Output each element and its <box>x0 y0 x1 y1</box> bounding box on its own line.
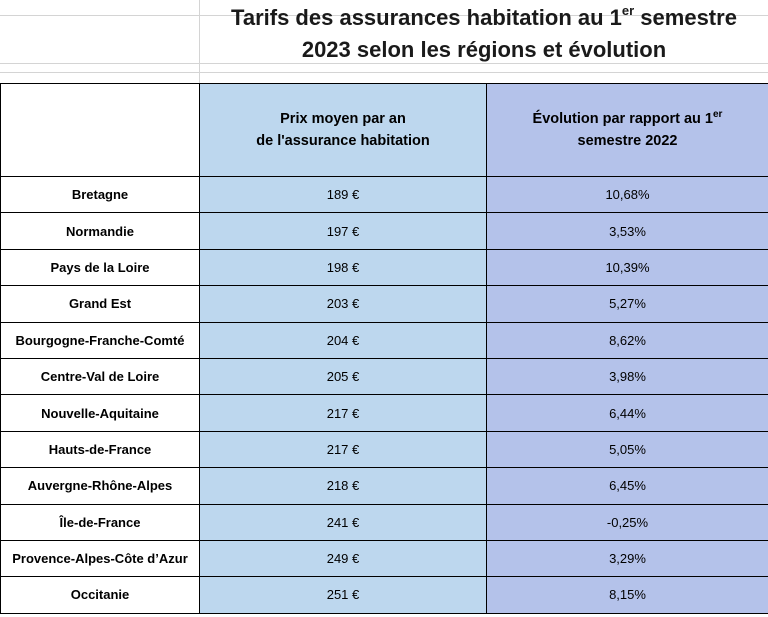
sheet-title: Tarifs des assurances habitation au 1er … <box>200 2 768 66</box>
header-evolution-line-2: semestre 2022 <box>577 133 678 149</box>
region-cell[interactable]: Grand Est <box>0 285 200 323</box>
header-evolution-line-1: Évolution par rapport au 1er <box>487 108 768 130</box>
evolution-cell[interactable]: 3,29% <box>486 539 768 578</box>
region-cell[interactable]: Île-de-France <box>0 503 200 541</box>
price-cell[interactable]: 218 € <box>199 467 487 505</box>
price-cell[interactable]: 217 € <box>199 394 487 432</box>
header-price-line-1: Prix moyen par an <box>280 111 406 127</box>
grid-line <box>0 63 768 64</box>
price-cell[interactable]: 189 € <box>199 175 487 214</box>
evolution-cell[interactable]: 5,05% <box>486 430 768 469</box>
table-row: Occitanie 251 €8,15% <box>0 576 768 614</box>
evolution-cell[interactable]: -0,25% <box>486 503 768 541</box>
tariffs-table: Prix moyen par an de l'assurance habitat… <box>0 83 768 614</box>
header-evolution-superscript: er <box>713 109 723 121</box>
region-cell[interactable]: Hauts-de-France <box>0 430 200 469</box>
table-row: Normandie 197 €3,53% <box>0 212 768 250</box>
header-price-cell[interactable]: Prix moyen par an de l'assurance habitat… <box>199 83 487 177</box>
title-superscript: er <box>621 2 635 18</box>
region-cell[interactable]: Pays de la Loire <box>0 248 200 287</box>
price-cell[interactable]: 249 € <box>199 539 487 578</box>
price-cell[interactable]: 203 € <box>199 285 487 323</box>
header-evolution-cell[interactable]: Évolution par rapport au 1er semestre 20… <box>486 83 768 177</box>
price-cell[interactable]: 204 € <box>199 321 487 359</box>
grid-line <box>0 72 768 73</box>
evolution-cell[interactable]: 6,44% <box>486 394 768 432</box>
evolution-cell[interactable]: 10,68% <box>486 175 768 214</box>
price-cell[interactable]: 241 € <box>199 503 487 541</box>
price-cell[interactable]: 205 € <box>199 357 487 396</box>
table-row: Île-de-France 241 € -0,25% <box>0 503 768 541</box>
header-price-line-2: de l'assurance habitation <box>256 133 430 149</box>
region-cell[interactable]: Occitanie <box>0 576 200 614</box>
header-row: Prix moyen par an de l'assurance habitat… <box>0 83 768 177</box>
evolution-cell[interactable]: 3,53% <box>486 212 768 250</box>
table-row: Centre-Val de Loire 205 €3,98% <box>0 357 768 396</box>
price-cell[interactable]: 217 € <box>199 430 487 469</box>
price-cell[interactable]: 251 € <box>199 576 487 614</box>
table-row: Provence-Alpes-Côte d’Azur 249 €3,29% <box>0 539 768 578</box>
title-line-1: Tarifs des assurances habitation au 1er … <box>200 2 768 34</box>
evolution-cell[interactable]: 8,62% <box>486 321 768 359</box>
price-cell[interactable]: 198 € <box>199 248 487 287</box>
table-row: Bourgogne-Franche-Comté 204 €8,62% <box>0 321 768 359</box>
region-cell[interactable]: Normandie <box>0 212 200 250</box>
region-cell[interactable]: Auvergne-Rhône-Alpes <box>0 467 200 505</box>
price-cell[interactable]: 197 € <box>199 212 487 250</box>
region-cell[interactable]: Bourgogne-Franche-Comté <box>0 321 200 359</box>
title-line-2: 2023 selon les régions et évolution <box>301 37 667 62</box>
table-row: Bretagne 189 €10,68% <box>0 175 768 214</box>
evolution-cell[interactable]: 8,15% <box>486 576 768 614</box>
table-row: Nouvelle-Aquitaine 217 €6,44% <box>0 394 768 432</box>
title-text: semestre <box>634 5 737 30</box>
region-cell[interactable]: Provence-Alpes-Côte d’Azur <box>0 539 200 578</box>
grid-line <box>0 15 768 16</box>
region-cell[interactable]: Nouvelle-Aquitaine <box>0 394 200 432</box>
region-cell[interactable]: Centre-Val de Loire <box>0 357 200 396</box>
table-row: Pays de la Loire 198 €10,39% <box>0 248 768 287</box>
evolution-cell[interactable]: 6,45% <box>486 467 768 505</box>
title-text: Tarifs des assurances habitation au 1 <box>231 5 622 30</box>
table-row: Auvergne-Rhône-Alpes 218 €6,45% <box>0 467 768 505</box>
table-row: Grand Est 203 €5,27% <box>0 285 768 323</box>
evolution-cell[interactable]: 3,98% <box>486 357 768 396</box>
evolution-cell[interactable]: 5,27% <box>486 285 768 323</box>
region-cell[interactable]: Bretagne <box>0 175 200 214</box>
header-corner-cell[interactable] <box>0 83 200 177</box>
table-row: Hauts-de-France 217 €5,05% <box>0 430 768 469</box>
grid-line <box>199 0 200 83</box>
evolution-cell[interactable]: 10,39% <box>486 248 768 287</box>
header-evolution-text: Évolution par rapport au 1 <box>532 111 713 127</box>
